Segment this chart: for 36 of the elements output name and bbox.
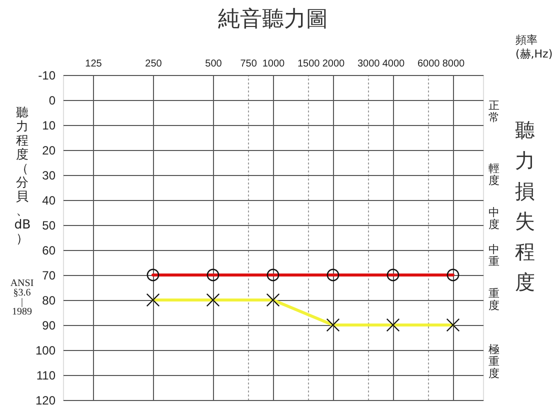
- x-tick-label: 250: [145, 58, 162, 70]
- x-tick-label: 3000: [357, 58, 380, 70]
- x-tick-label: 4000: [382, 58, 406, 70]
- text: 輕度: [488, 162, 500, 187]
- x-tick-label: 750: [240, 58, 258, 70]
- y-tick-label: 90: [42, 318, 56, 332]
- x-tick-label: 1500: [297, 58, 320, 70]
- text: 聽力程度（分貝、dB）: [14, 104, 31, 246]
- y-tick-label: 100: [35, 344, 56, 358]
- text: 極重度: [488, 343, 500, 380]
- x-tick-label: 8000: [442, 58, 466, 70]
- y-tick-label: 50: [42, 218, 56, 232]
- y-tick-label: 0: [48, 94, 56, 108]
- y-tick-label: -10: [38, 68, 56, 82]
- x-tick-label: 125: [85, 58, 102, 70]
- y2-axis-title: 聽力損失程度: [515, 118, 535, 294]
- y-tick-label: 80: [42, 294, 56, 308]
- y-tick-label: 10: [42, 118, 56, 132]
- x-axis-title: 頻率 (赫,Hz): [516, 34, 553, 60]
- x-tick-label: 1000: [262, 58, 286, 70]
- y-tick-label: 120: [35, 394, 56, 408]
- x-tick-label: 500: [205, 58, 222, 70]
- y-tick-label: 40: [42, 194, 56, 208]
- y-tick-label: 20: [42, 144, 56, 158]
- y-tick-label: 110: [36, 368, 56, 382]
- text: 中度: [488, 206, 500, 231]
- y-tick-label: 60: [42, 244, 56, 258]
- y-tick-label: 70: [42, 268, 56, 282]
- y-tick-label: 30: [42, 168, 56, 182]
- text: 重度: [488, 287, 500, 312]
- text: 中重: [488, 243, 500, 268]
- x-tick-label: 2000: [322, 58, 346, 70]
- chart-title: 純音聽力圖: [218, 7, 328, 32]
- text: 正常: [488, 99, 500, 124]
- text: ANSI §3.6 | 1989: [10, 278, 34, 318]
- x-tick-label: 6000: [417, 58, 440, 70]
